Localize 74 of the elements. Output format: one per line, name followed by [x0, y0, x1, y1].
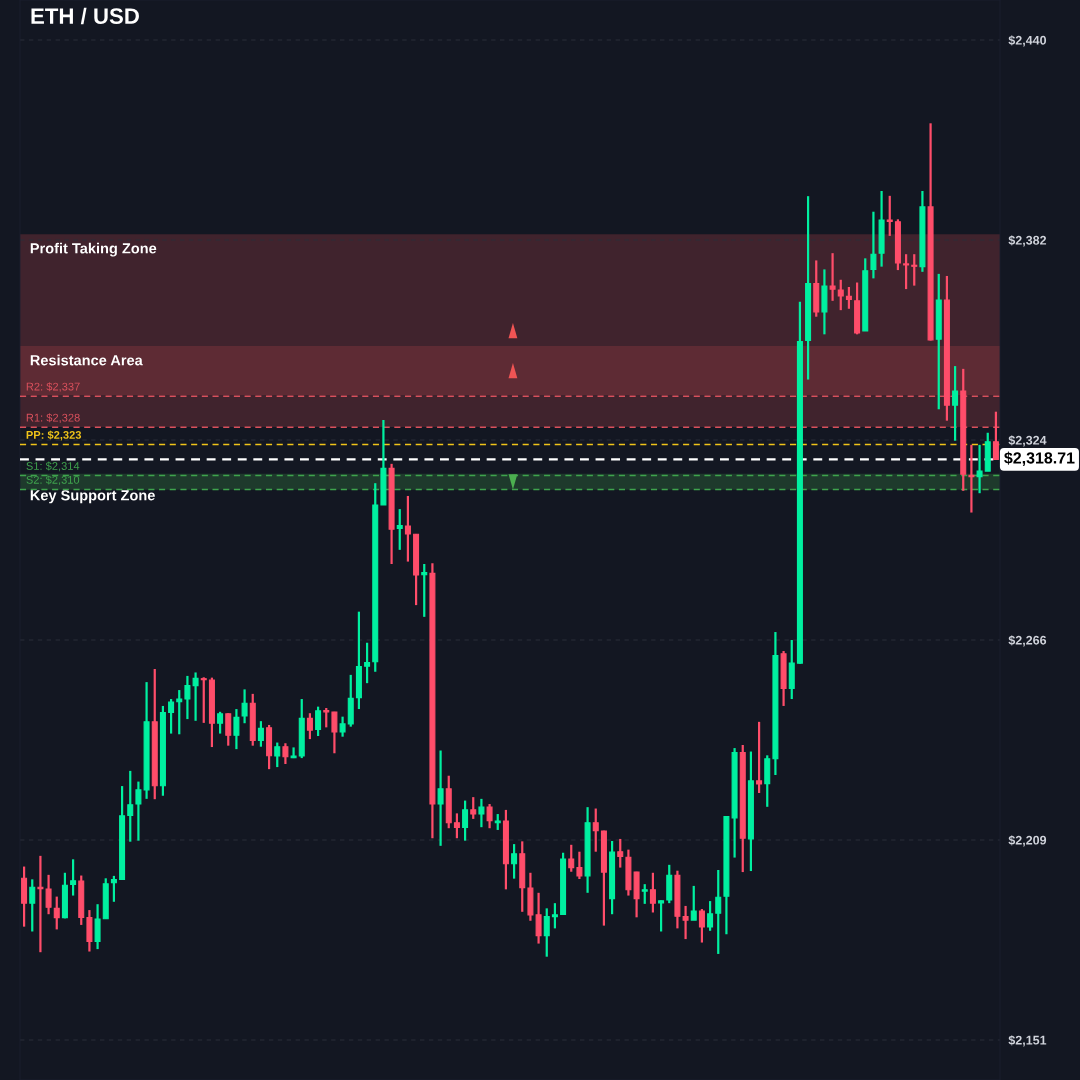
ref-line-label: S1: $2,314	[26, 461, 80, 472]
candlestick	[257, 720, 264, 748]
candlestick	[396, 507, 403, 551]
candlestick	[176, 688, 183, 736]
candlestick	[470, 796, 477, 820]
candlestick	[453, 812, 460, 840]
candlestick	[70, 858, 77, 897]
candlestick	[86, 908, 93, 953]
candlestick	[715, 868, 722, 956]
y-tick-label: $2,324	[1008, 435, 1047, 447]
y-tick-label: $2,151	[1008, 1035, 1047, 1047]
chart-title: ETH / USD	[31, 7, 139, 25]
ref-line-label: S2: $2,310	[26, 475, 80, 486]
candlestick	[511, 843, 518, 880]
candlestick	[217, 710, 224, 735]
candlestick	[756, 720, 763, 795]
candlestick	[976, 443, 983, 495]
candlestick	[707, 899, 714, 932]
candlestick	[290, 746, 297, 760]
candlestick	[870, 210, 877, 280]
candlestick	[404, 494, 411, 563]
candlestick	[437, 749, 444, 847]
candlestick	[992, 410, 999, 461]
y-tick-label: $2,440	[1008, 35, 1047, 47]
candlestick	[543, 907, 550, 958]
candlestick	[168, 697, 175, 735]
candlestick	[282, 742, 289, 766]
candlestick	[331, 710, 338, 755]
candlestick	[94, 903, 101, 951]
candlestick	[315, 705, 322, 738]
ref-line-label: R1: $2,328	[26, 413, 80, 423]
candlestick	[649, 871, 656, 914]
band-label: Profit Taking Zone	[30, 242, 157, 257]
candlestick	[952, 364, 959, 442]
candlestick	[690, 884, 697, 922]
candlestick	[53, 895, 60, 931]
y-tick-label: $2,266	[1008, 635, 1047, 647]
y-tick-label: $2,382	[1008, 235, 1047, 247]
candlestick	[698, 907, 705, 944]
y-tick-label: $2,209	[1008, 835, 1047, 847]
band-label: Key Support Zone	[30, 490, 155, 504]
candlestick	[658, 899, 665, 933]
candlestick	[478, 797, 485, 829]
candlestick	[829, 252, 836, 302]
candlestick	[421, 562, 428, 618]
candlestick	[886, 194, 893, 237]
candlestick	[837, 278, 844, 312]
candlestick	[225, 712, 232, 747]
ref-line-label: $2,318.71	[1004, 451, 1075, 466]
candlestick	[903, 253, 910, 291]
ref-line-label: R2: $2,337	[26, 382, 80, 392]
candlestick	[486, 802, 493, 830]
candlestick	[617, 837, 624, 869]
candlestick	[845, 285, 852, 310]
candlestick	[110, 874, 117, 903]
candlestick	[29, 878, 36, 933]
candlestick	[462, 799, 469, 842]
candlestick	[200, 676, 207, 724]
candlestick	[241, 688, 248, 725]
candlestick	[274, 741, 281, 769]
candlestick	[233, 707, 240, 751]
candlestick	[576, 850, 583, 881]
candlestick	[364, 641, 371, 685]
candlestick	[641, 883, 648, 905]
band-label: Resistance Area	[30, 354, 143, 366]
candlestick	[592, 807, 599, 853]
candlestick	[551, 902, 558, 930]
candlestick	[911, 253, 918, 287]
candlestick	[568, 843, 575, 873]
ref-line-label: PP: $2,323	[26, 430, 82, 441]
candlestick	[306, 712, 313, 741]
candlestick	[968, 443, 975, 514]
candlestick	[339, 715, 346, 738]
candlestick	[127, 769, 134, 843]
